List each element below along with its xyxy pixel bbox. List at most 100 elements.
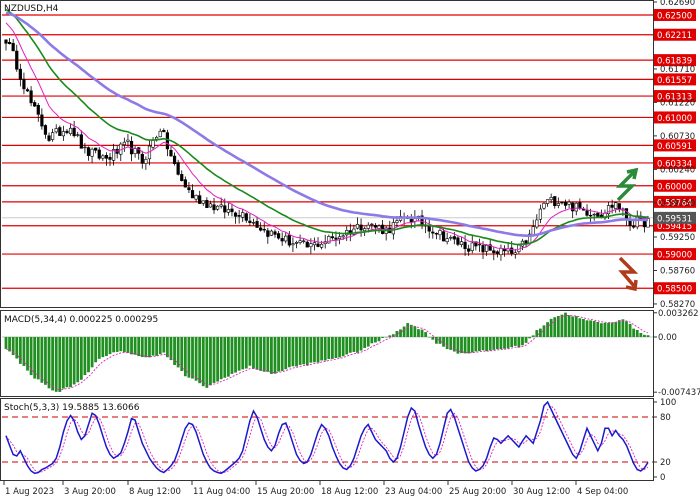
macd-bar [460, 336, 463, 354]
macd-bar [94, 336, 98, 363]
candle-body [294, 242, 299, 244]
candle-body [302, 240, 306, 242]
macd-bar [173, 336, 176, 365]
candle-body [477, 243, 482, 246]
macd-bar [556, 316, 560, 337]
level-label-bg [654, 111, 696, 124]
macd-bar [327, 336, 331, 360]
macd-signal-path [5, 314, 649, 391]
macd-bar [273, 336, 277, 374]
candle-body [25, 89, 30, 92]
macd-bar [646, 335, 650, 337]
macd-bar [54, 336, 58, 392]
macd-bar [155, 336, 159, 356]
candle-body [312, 242, 317, 246]
macd-bar [456, 336, 460, 354]
macd-bar [589, 320, 593, 337]
candle-body [485, 245, 489, 252]
candle-body [291, 243, 295, 246]
macd-bar [521, 336, 524, 346]
candle-body [58, 127, 62, 136]
stoch-k-line [5, 400, 649, 475]
macd-bar [617, 320, 621, 337]
macd-bar [470, 336, 474, 353]
macd-bar [270, 336, 273, 374]
candle-body [316, 243, 320, 247]
candle-body [431, 231, 435, 234]
candle-body [101, 155, 105, 159]
candle-body [40, 114, 44, 127]
candle-body [581, 209, 586, 211]
macd-bar [8, 336, 11, 352]
macd-bar [51, 336, 55, 391]
macd-bar [108, 336, 112, 355]
candle-body [585, 210, 589, 216]
macd-bar [478, 336, 481, 352]
macd-bar [219, 336, 223, 380]
macd-bar [549, 318, 553, 337]
macd-bar [635, 329, 639, 337]
macd-bar [144, 336, 148, 358]
candle-body [284, 235, 288, 242]
candle-body [255, 221, 259, 228]
price-tick-label: 0.61220 [660, 98, 695, 108]
macd-bar [338, 336, 341, 358]
level-label-text: 0.58500 [657, 285, 692, 295]
candle-body [359, 224, 363, 231]
candle-body [205, 200, 209, 208]
candle-body [216, 205, 220, 210]
moving-averages [5, 8, 649, 251]
macd-bar [377, 336, 381, 342]
macd-bar [302, 336, 306, 365]
macd-bar [234, 336, 237, 373]
macd-bar [374, 336, 377, 343]
macd-bar [87, 336, 90, 373]
macd-bar [564, 312, 567, 337]
candle-body [571, 202, 575, 212]
macd-bar [122, 336, 126, 353]
candle-body [183, 179, 187, 188]
macd-bar [585, 320, 589, 337]
macd-bar [488, 336, 492, 351]
stoch-d-line [5, 405, 649, 473]
macd-bar [359, 336, 363, 351]
candle-body [563, 201, 568, 206]
level-label-bg [654, 248, 696, 261]
macd-bar [413, 326, 417, 337]
candle-body [463, 241, 467, 249]
macd-tick-label: 0.003262 [658, 309, 699, 319]
macd-bar [388, 335, 392, 337]
macd-bar [162, 336, 166, 353]
macd-bar [442, 336, 445, 347]
macd-bar [105, 336, 108, 357]
macd-bar [381, 336, 384, 338]
macd-bar [313, 336, 316, 363]
macd-bar [406, 323, 410, 337]
macd-bar [628, 323, 632, 337]
macd-bar [621, 319, 625, 337]
price-tick-label: 0.60240 [660, 165, 695, 175]
macd-bar [632, 328, 636, 337]
price-tick-label: 0.60730 [660, 132, 695, 142]
macd-bar [517, 336, 521, 348]
time-axis-labels: 1 Aug 2023 3 Aug 20:00 8 Aug 12:00 11 Aug 0… [3, 481, 628, 497]
macd-bar [535, 330, 539, 337]
macd-bar [187, 336, 191, 378]
macd-bar [29, 336, 33, 376]
candle-body [266, 230, 270, 237]
candle-body [187, 187, 191, 191]
price-panel-title: NZDUSD,H4 [4, 4, 59, 14]
macd-bar [61, 336, 65, 389]
x-tick-label: 23 Aug 04:00 [385, 487, 442, 497]
candle-body [459, 241, 464, 245]
macd-bar [248, 336, 252, 366]
candle-body [309, 243, 313, 248]
candle-body [36, 104, 40, 115]
macd-bar [101, 336, 105, 358]
macd-bar [571, 316, 575, 337]
macd-bar [614, 321, 618, 337]
macd-histogram [2, 312, 653, 392]
level-label-text: 0.62211 [657, 31, 692, 41]
price-tick-label: 0.58760 [660, 266, 695, 276]
